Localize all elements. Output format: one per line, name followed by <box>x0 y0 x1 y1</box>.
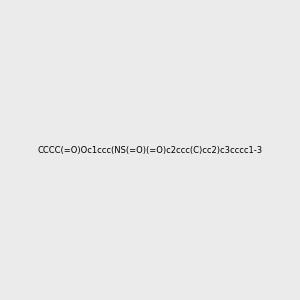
Text: CCCC(=O)Oc1ccc(NS(=O)(=O)c2ccc(C)cc2)c3cccc1-3: CCCC(=O)Oc1ccc(NS(=O)(=O)c2ccc(C)cc2)c3c… <box>38 146 262 154</box>
